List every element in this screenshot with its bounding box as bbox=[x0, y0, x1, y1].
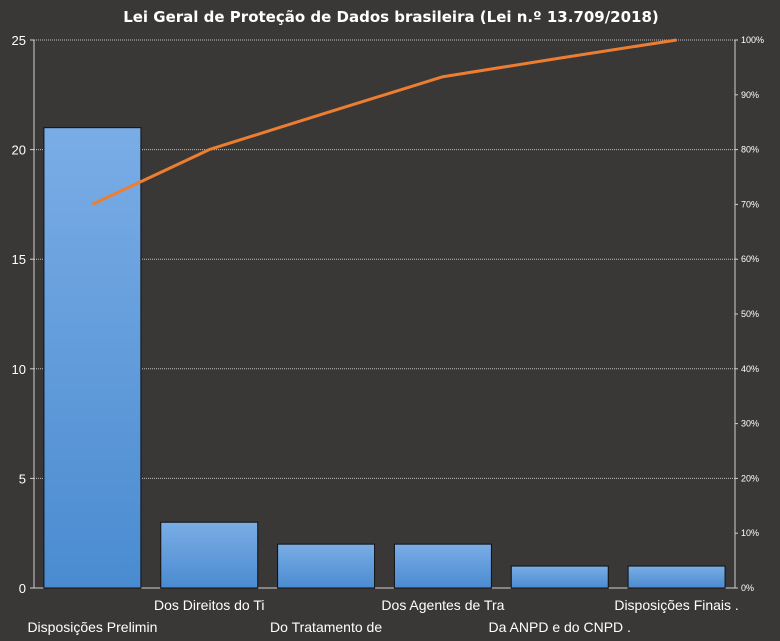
y-axis-secondary: 0% 10% 20% 30% 40% 50% 60% 70% 80% 90% 100% bbox=[735, 35, 764, 593]
y2-tick-label-5: 50% bbox=[741, 309, 759, 319]
bar-1 bbox=[43, 127, 142, 589]
bar-2 bbox=[160, 521, 259, 589]
x-tick-label-5: Da ANPD e do CNPD . bbox=[489, 619, 631, 635]
y2-tick-label-1: 10% bbox=[741, 528, 759, 538]
x-tick-label-1: Disposições Prelimin bbox=[27, 619, 157, 635]
y2-tick-label-6: 60% bbox=[741, 254, 759, 264]
y-tick-label-2: 10 bbox=[12, 362, 26, 377]
bar-6 bbox=[627, 565, 726, 589]
chart-title: Lei Geral de Proteção de Dados brasileir… bbox=[123, 8, 659, 26]
bars bbox=[43, 127, 726, 589]
y2-tick-label-3: 30% bbox=[741, 419, 759, 429]
x-axis: Disposições Prelimin Dos Direitos do Ti Do… bbox=[27, 597, 738, 635]
bar-5 bbox=[510, 565, 609, 589]
bar-3 bbox=[277, 543, 376, 589]
cumulative-line bbox=[91, 38, 677, 206]
y-tick-label-1: 5 bbox=[19, 471, 26, 486]
x-tick-label-6: Disposições Finais . bbox=[614, 597, 739, 613]
x-tick-label-2: Dos Direitos do Ti bbox=[154, 597, 264, 613]
y2-tick-label-0: 0% bbox=[741, 583, 754, 593]
y-tick-label-4: 20 bbox=[12, 143, 26, 158]
y2-tick-label-10: 100% bbox=[741, 35, 764, 45]
y2-tick-label-9: 90% bbox=[741, 90, 759, 100]
x-tick-label-3: Do Tratamento de bbox=[270, 619, 382, 635]
y2-tick-label-4: 40% bbox=[741, 364, 759, 374]
y-tick-label-5: 25 bbox=[12, 33, 26, 48]
y2-tick-label-8: 80% bbox=[741, 145, 759, 155]
y2-tick-label-7: 70% bbox=[741, 199, 759, 209]
y-tick-label-3: 15 bbox=[12, 252, 26, 267]
y-axis-primary: 0 5 10 15 20 25 bbox=[12, 33, 34, 596]
bar-4 bbox=[393, 543, 492, 589]
gridlines bbox=[33, 39, 736, 589]
y-tick-label-0: 0 bbox=[19, 581, 26, 596]
cumulative-line-path bbox=[91, 38, 677, 206]
x-tick-label-4: Dos Agentes de Tra bbox=[381, 597, 504, 613]
y2-tick-label-2: 20% bbox=[741, 473, 759, 483]
